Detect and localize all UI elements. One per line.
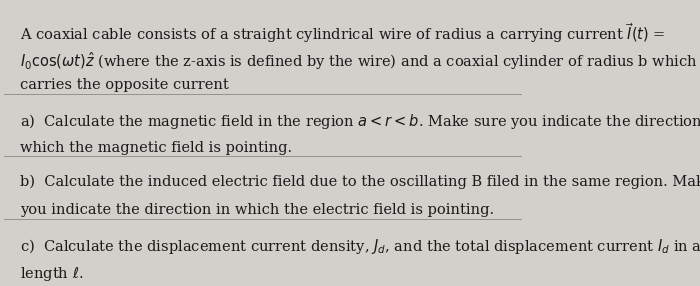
Text: which the magnetic field is pointing.: which the magnetic field is pointing. [20,141,292,154]
Text: carries the opposite current: carries the opposite current [20,78,228,92]
Text: c)  Calculate the displacement current density, $J_d$, and the total displacemen: c) Calculate the displacement current de… [20,237,700,256]
Text: a)  Calculate the magnetic field in the region $a < r < b$. Make sure you indica: a) Calculate the magnetic field in the r… [20,112,700,131]
Text: A coaxial cable consists of a straight cylindrical wire of radius a carrying cur: A coaxial cable consists of a straight c… [20,21,665,45]
Text: length $\ell$.: length $\ell$. [20,265,83,283]
Text: you indicate the direction in which the electric field is pointing.: you indicate the direction in which the … [20,203,494,217]
Text: b)  Calculate the induced electric field due to the oscillating B filed in the s: b) Calculate the induced electric field … [20,175,700,189]
Text: $I_0\cos(\omega t)\hat{z}$ (where the z-axis is defined by the wire) and a coaxi: $I_0\cos(\omega t)\hat{z}$ (where the z-… [20,50,697,72]
